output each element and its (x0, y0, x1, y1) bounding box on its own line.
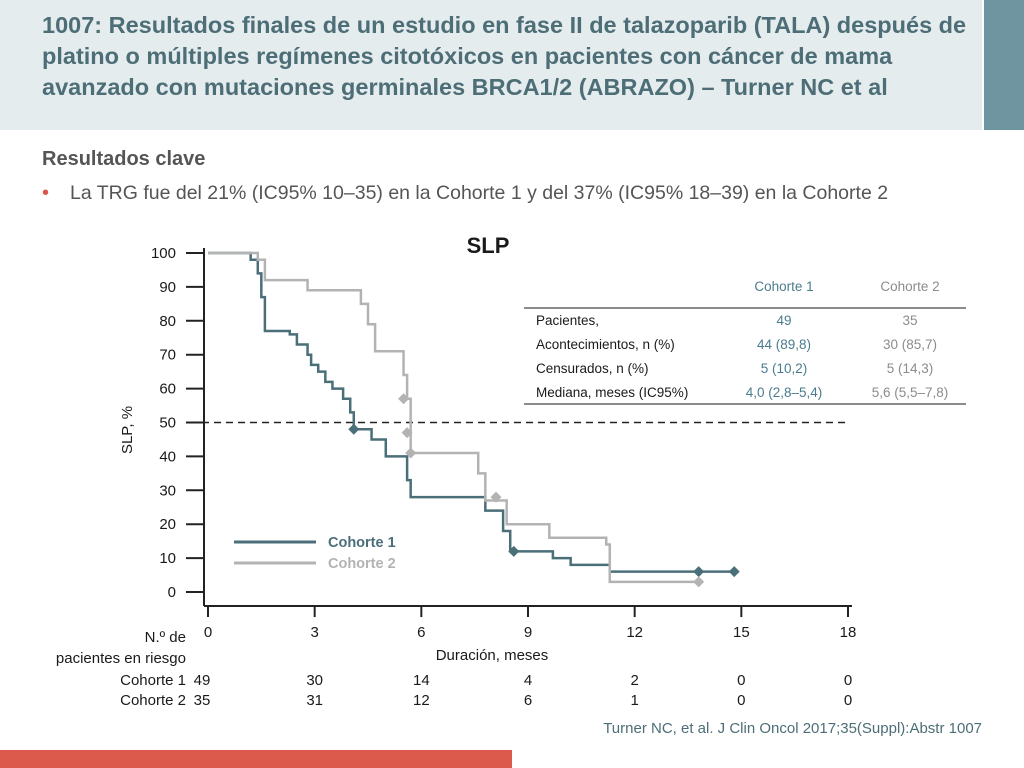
censor-marker-cohort-1 (508, 545, 520, 557)
y-tick-label: 70 (159, 347, 176, 364)
y-tick-label: 10 (159, 550, 176, 567)
y-tick-label: 80 (159, 313, 176, 330)
at-risk-cohort-label: Cohorte 1 (120, 672, 186, 689)
bottom-accent-bar (0, 750, 512, 768)
at-risk-count: 4 (524, 672, 532, 689)
table-header-cohort-2: Cohorte 2 (880, 279, 939, 294)
y-tick-label: 90 (159, 279, 176, 296)
at-risk-label: N.º de (145, 629, 186, 646)
censor-marker-cohort-1 (728, 566, 740, 578)
x-tick-label: 0 (204, 624, 212, 641)
at-risk-count: 12 (413, 692, 430, 709)
x-tick-label: 18 (840, 624, 857, 641)
legend-label-cohort-2: Cohorte 2 (328, 556, 396, 572)
x-tick-label: 15 (733, 624, 750, 641)
x-axis-label: Duración, meses (436, 647, 549, 664)
legend-label-cohort-1: Cohorte 1 (328, 535, 396, 551)
x-tick-label: 6 (417, 624, 425, 641)
y-tick-label: 30 (159, 482, 176, 499)
bullet-dot-icon: • (42, 182, 50, 204)
at-risk-count: 2 (630, 672, 638, 689)
y-tick-label: 0 (168, 584, 176, 601)
section-heading: Resultados clave (42, 148, 206, 170)
slide-title: 1007: Resultados finales de un estudio e… (42, 12, 967, 100)
citation-text: Turner NC, et al. J Clin Oncol 2017;35(S… (603, 720, 982, 737)
at-risk-count: 49 (194, 672, 211, 689)
chart-title: SLP (467, 233, 510, 258)
censor-marker-cohort-1 (348, 423, 360, 435)
censor-marker-cohort-2 (405, 447, 417, 459)
table-cell-cohort-2: 5,6 (5,5–7,8) (872, 385, 949, 400)
table-cell-cohort-2: 30 (85,7) (883, 337, 937, 352)
censor-marker-cohort-2 (693, 576, 705, 588)
at-risk-count: 30 (306, 672, 323, 689)
at-risk-cohort-label: Cohorte 2 (120, 692, 186, 709)
y-axis-label: SLP, % (119, 406, 136, 454)
y-tick-label: 40 (159, 448, 176, 465)
table-cell-cohort-1: 4,0 (2,8–5,4) (746, 385, 823, 400)
km-curve-cohort-2 (208, 251, 699, 584)
table-cell-cohort-1: 44 (89,8) (757, 337, 811, 352)
y-tick-label: 20 (159, 516, 176, 533)
km-curve-cohort-1 (208, 251, 735, 573)
table-cell-cohort-2: 5 (14,3) (887, 361, 934, 376)
header-band (0, 0, 982, 130)
table-row-label: Pacientes, (536, 313, 599, 328)
table-cell-cohort-2: 35 (902, 313, 917, 328)
censor-marker-cohort-2 (490, 491, 502, 503)
at-risk-label: pacientes en riesgo (56, 650, 186, 667)
bullet-text: La TRG fue del 21% (IC95% 10–35) en la C… (70, 182, 889, 204)
at-risk-count: 35 (194, 692, 211, 709)
censor-marker-cohort-2 (398, 393, 410, 405)
x-tick-label: 12 (626, 624, 643, 641)
table-header-cohort-1: Cohorte 1 (754, 279, 813, 294)
at-risk-count: 1 (630, 692, 638, 709)
y-tick-label: 60 (159, 381, 176, 398)
at-risk-count: 31 (306, 692, 323, 709)
table-cell-cohort-1: 49 (776, 313, 791, 328)
censor-marker-cohort-1 (693, 566, 705, 578)
table-row-label: Acontecimientos, n (%) (536, 337, 675, 352)
table-cell-cohort-1: 5 (10,2) (761, 361, 808, 376)
at-risk-count: 0 (844, 672, 852, 689)
at-risk-count: 0 (737, 692, 745, 709)
x-tick-label: 9 (524, 624, 532, 641)
header-accent-block (984, 0, 1024, 130)
at-risk-count: 0 (844, 692, 852, 709)
at-risk-count: 14 (413, 672, 430, 689)
censor-marker-cohort-2 (401, 427, 413, 439)
x-tick-label: 3 (310, 624, 318, 641)
at-risk-count: 6 (524, 692, 532, 709)
table-row-label: Mediana, meses (IC95%) (536, 385, 688, 400)
table-row-label: Censurados, n (%) (536, 361, 649, 376)
at-risk-count: 0 (737, 672, 745, 689)
y-tick-label: 100 (151, 245, 176, 262)
y-tick-label: 50 (159, 415, 176, 432)
